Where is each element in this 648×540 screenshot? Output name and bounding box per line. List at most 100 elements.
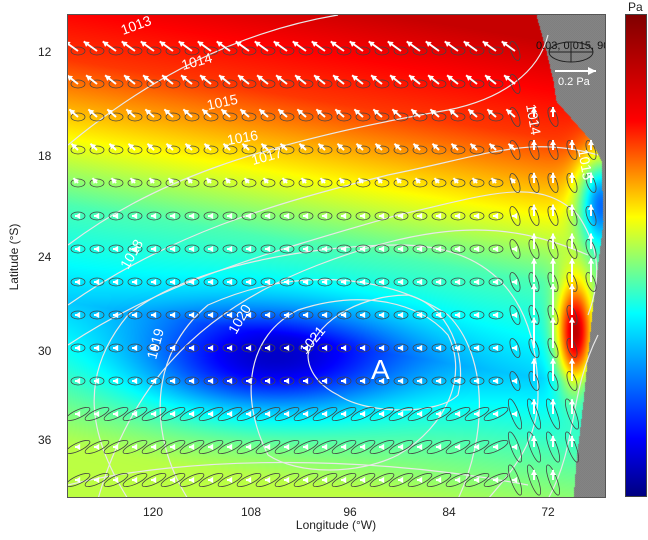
vector-arrowhead <box>170 443 176 451</box>
vector-arrowhead <box>409 75 416 81</box>
variance-ellipse <box>141 440 167 454</box>
variance-ellipse <box>350 407 376 421</box>
vector-arrowhead <box>322 212 328 220</box>
vector-arrowhead <box>341 410 347 418</box>
variance-ellipse <box>203 79 219 89</box>
variance-ellipse <box>566 305 578 325</box>
variance-ellipse <box>369 407 395 421</box>
vector-arrowhead <box>430 109 437 116</box>
variance-ellipse <box>146 178 162 188</box>
variance-ellipse <box>374 46 390 56</box>
variance-ellipse <box>108 145 124 155</box>
vector-arrowhead <box>530 172 538 178</box>
vector-arrowhead <box>398 476 404 484</box>
vector-arrowhead <box>140 41 147 47</box>
variance-ellipse <box>222 79 238 89</box>
variance-ellipse <box>279 376 295 386</box>
variance-ellipse <box>146 376 162 386</box>
vector-arrowhead <box>227 344 233 352</box>
vector-arrowhead <box>68 41 71 46</box>
vector-arrowhead <box>68 75 74 81</box>
variance-ellipse <box>336 310 352 320</box>
variance-ellipse <box>279 211 295 221</box>
vector-arrowhead <box>493 476 499 484</box>
vector-arrowhead <box>227 212 233 220</box>
vector-arrowhead <box>113 212 119 220</box>
vector-arrowhead <box>530 204 538 210</box>
variance-ellipse <box>469 178 485 188</box>
contour-label: 1015 <box>575 148 596 182</box>
vector-arrowhead <box>360 245 366 253</box>
variance-ellipse <box>127 376 143 386</box>
vector-arrowhead <box>257 75 264 81</box>
variance-ellipse <box>122 440 148 454</box>
variance-ellipse <box>336 211 352 221</box>
variance-ellipse <box>279 277 295 287</box>
vector-arrowhead <box>487 109 494 116</box>
variance-ellipse <box>412 376 428 386</box>
variance-ellipse <box>336 244 352 254</box>
vector-arrowhead <box>227 443 233 451</box>
vector-arrowhead <box>398 311 404 319</box>
variance-ellipse <box>393 277 409 287</box>
vector-arrowhead <box>170 344 176 352</box>
variance-ellipse <box>547 338 559 358</box>
variance-ellipse <box>412 46 428 56</box>
vector-arrowhead <box>259 109 266 116</box>
variance-ellipse <box>203 376 219 386</box>
vector-arrowhead <box>360 278 366 286</box>
variance-ellipse <box>298 310 314 320</box>
vector-arrowhead <box>417 245 423 253</box>
variance-ellipse <box>298 112 314 122</box>
vector-arrowhead <box>508 143 515 150</box>
vector-arrowhead <box>126 109 133 116</box>
vector-arrowhead <box>512 212 518 220</box>
pressure-contours <box>68 15 599 497</box>
vector-arrowhead <box>568 283 576 290</box>
vector-arrowhead <box>94 311 100 319</box>
vector-arrowhead <box>379 476 385 484</box>
vector-arrowhead <box>181 75 188 81</box>
y-tick-label: 18 <box>38 149 52 163</box>
vector-arrowhead <box>297 109 304 116</box>
vector-arrowhead <box>208 278 214 286</box>
vector-arrowhead <box>151 245 157 253</box>
vector-arrowhead <box>183 109 190 116</box>
vector-arrowhead <box>455 410 461 418</box>
variance-ellipse <box>488 343 504 353</box>
variance-ellipse <box>241 310 257 320</box>
variance-ellipse <box>488 376 504 386</box>
variance-ellipse <box>547 239 559 259</box>
vector-key-label: 0.2 Pa <box>558 76 591 88</box>
variance-ellipse <box>407 407 433 421</box>
vector-arrowhead <box>206 178 213 185</box>
variance-ellipse <box>298 244 314 254</box>
variance-ellipse <box>89 310 105 320</box>
variance-ellipse <box>317 79 333 89</box>
vector-arrowhead <box>227 476 233 484</box>
vector-arrowhead <box>451 143 458 150</box>
vector-arrowhead <box>189 344 195 352</box>
vector-arrowhead <box>246 278 252 286</box>
vector-arrowhead <box>208 377 214 385</box>
vector-arrowhead <box>265 410 271 418</box>
contour-line <box>307 294 462 411</box>
vector-arrowhead <box>113 311 119 319</box>
vector-arrowhead <box>493 344 499 352</box>
variance-ellipse <box>585 140 597 160</box>
vector-arrowhead <box>151 212 157 220</box>
variance-ellipse <box>68 440 91 454</box>
variance-ellipse <box>374 211 390 221</box>
variance-ellipse <box>336 178 352 188</box>
vector-arrowhead <box>301 178 308 185</box>
variance-ellipse <box>566 206 578 226</box>
vector-arrowhead <box>470 143 477 150</box>
variance-ellipse <box>274 473 300 487</box>
vector-arrowhead <box>530 435 538 441</box>
vector-arrowhead <box>341 212 347 220</box>
variance-ellipse <box>393 376 409 386</box>
vector-arrowhead <box>512 377 518 385</box>
vector-arrowhead <box>398 410 404 418</box>
vector-arrowhead <box>86 75 93 81</box>
vector-arrowhead <box>109 143 116 150</box>
